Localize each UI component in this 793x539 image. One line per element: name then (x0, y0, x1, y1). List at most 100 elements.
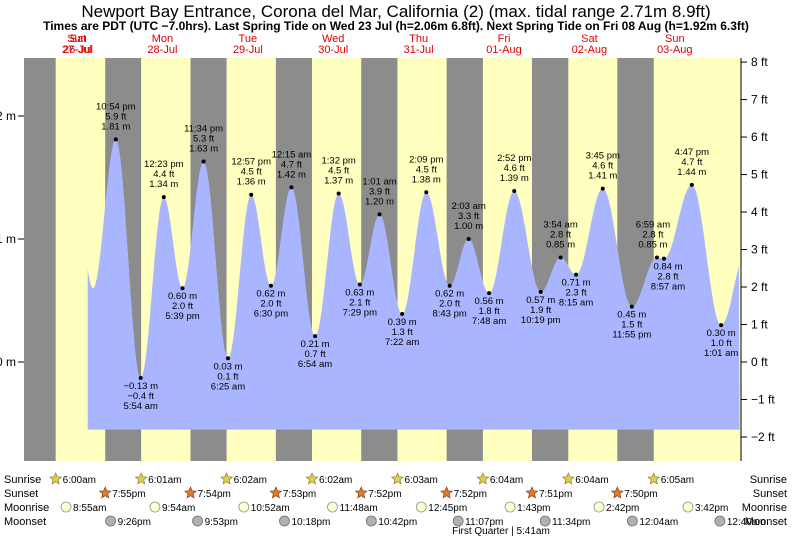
extremum-label-line: 1:32 pm (321, 155, 355, 166)
right-tick-label: 1 ft (751, 318, 768, 332)
sun-moon-table: Sunrise Sunrise Sunset Sunset Moonrise Moonri… (4, 472, 787, 537)
moonrise-icon (415, 501, 427, 513)
left-tick-label: 0 m (0, 355, 16, 369)
sunset-time: 7:54pm (198, 489, 231, 500)
extremum-point (661, 256, 666, 261)
extremum-label-line: 2:09 pm (409, 154, 443, 165)
extremum-label-line: 3:45 pm (586, 151, 620, 162)
extremum-point (336, 191, 341, 196)
extremum-label-line: 4.6 ft (504, 163, 525, 174)
extremum-label: 0.62 m2.0 ft8:43 pm (432, 289, 466, 320)
right-tick-label: 4 ft (751, 205, 768, 219)
extremum-label-line: 11:55 pm (612, 330, 651, 341)
right-tick-label: 8 ft (751, 55, 768, 69)
extremum-label-line: 1.37 m (324, 175, 353, 186)
extremum-point (225, 356, 230, 361)
extremum-label-line: 1.38 m (412, 174, 441, 185)
moonset-icon (279, 515, 290, 527)
day-label-dow: Sat (70, 33, 87, 45)
extremum-label-line: 0.85 m (638, 239, 667, 250)
extremum-point (719, 323, 724, 328)
extremum-point (161, 195, 166, 200)
extremum-label-line: 0.7 ft (305, 349, 326, 360)
day-label-dow: Tue (239, 33, 258, 45)
extremum-label-line: 1.5 ft (621, 320, 642, 331)
extremum-label: 0.21 m0.7 ft6:54 am (298, 339, 332, 370)
extremum-point (466, 237, 471, 241)
extremum-label: −0.13 m−0.4 ft5:54 am (123, 381, 158, 412)
extremum-label: 0.39 m1.3 ft7:22 am (385, 317, 419, 348)
moonrise-time: 2:42pm (606, 503, 639, 514)
extremum-point (357, 282, 362, 287)
day-label-dow: Sun (67, 33, 87, 45)
extremum-label-line: 1.42 m (277, 169, 306, 180)
sunset-icon (269, 486, 283, 499)
extremum-label-line: 3.9 ft (369, 186, 390, 197)
extremum-label-line: 0.56 m (475, 296, 504, 307)
extremum-label-line: 1.41 m (588, 171, 617, 182)
moonrise-time: 10:52am (251, 503, 290, 514)
extremum-point (512, 189, 517, 194)
extremum-label-line: 1.81 m (101, 121, 130, 132)
extremum-label-line: 1:01 am (704, 348, 738, 359)
row-label-left: Moonset (4, 516, 46, 528)
extremum-point (400, 312, 405, 317)
extremum-point (487, 291, 492, 296)
right-tick-label: −1 ft (751, 392, 775, 406)
extremum-point (268, 283, 273, 288)
extremum-label-line: 0.1 ft (217, 371, 238, 382)
extremum-point (180, 286, 185, 291)
moon-phase-note: First Quarter | 5:41am (452, 526, 550, 537)
moonset-icon (452, 515, 464, 527)
extremum-point (600, 186, 605, 191)
row-label-right: Sunset (753, 488, 787, 500)
sunrise-icon (134, 472, 148, 485)
extremum-label-line: 1.39 m (500, 173, 529, 184)
moonset-time: 12:40am (727, 517, 766, 528)
extremum-label-line: 0.62 m (435, 289, 464, 300)
left-tick-label: 2 m (0, 109, 16, 123)
extremum-label: 11:34 pm5.3 ft1.63 m (184, 124, 223, 155)
extremum-label: 0.60 m2.0 ft5:39 pm (165, 291, 199, 322)
moonrise-icon (238, 501, 250, 513)
sunrise-time: 6:04am (575, 475, 608, 486)
extremum-label: 3:45 pm4.6 ft1.41 m (586, 151, 620, 182)
sunrise-time: 6:05am (661, 475, 694, 486)
moonset-time: 11:34pm (552, 517, 590, 528)
extremum-point (654, 255, 659, 260)
day-label-date: 03-Aug (657, 44, 692, 56)
moonset-icon (539, 515, 551, 527)
extremum-point (574, 272, 579, 277)
chart-subtitle: Times are PDT (UTC −7.0hrs). Last Spring… (43, 19, 749, 33)
row-label-left: Sunrise (4, 474, 41, 486)
sunset-time: 7:51pm (539, 489, 572, 500)
right-tick-label: 2 ft (751, 280, 768, 294)
right-tick-label: 6 ft (751, 130, 768, 144)
day-label-date: 26-Jul (63, 44, 93, 56)
moonrise-icon (60, 501, 72, 513)
extremum-point (289, 185, 294, 190)
sunrise-icon (647, 472, 661, 485)
extremum-label-line: 6:30 pm (254, 309, 288, 320)
extremum-label-line: 12:23 pm (144, 159, 184, 170)
moonset-icon (365, 515, 377, 527)
sunrise-time: 6:03am (404, 475, 437, 486)
extremum-label-line: 1.36 m (237, 177, 266, 188)
moonset-icon (192, 515, 203, 527)
day-label-date: 27-Jul (62, 44, 92, 56)
extremum-label-line: 0.45 m (617, 310, 646, 321)
day-label-dow: Wed (322, 33, 344, 45)
extremum-point (249, 192, 254, 197)
extremum-label-line: 2.1 ft (349, 298, 370, 309)
sunset-icon (610, 486, 624, 499)
day-label-date: 28-Jul (147, 44, 177, 56)
sunset-time: 7:52pm (368, 489, 401, 500)
extremum-label-line: 4.7 ft (281, 159, 302, 170)
extremum-label-line: 1.0 ft (711, 338, 732, 349)
right-tick-label: 3 ft (751, 243, 768, 257)
sunrise-icon (49, 472, 63, 485)
extremum-label-line: 10:54 pm (96, 101, 136, 112)
extremum-label-line: 1.34 m (149, 179, 178, 190)
moonrise-time: 9:54am (162, 503, 195, 514)
